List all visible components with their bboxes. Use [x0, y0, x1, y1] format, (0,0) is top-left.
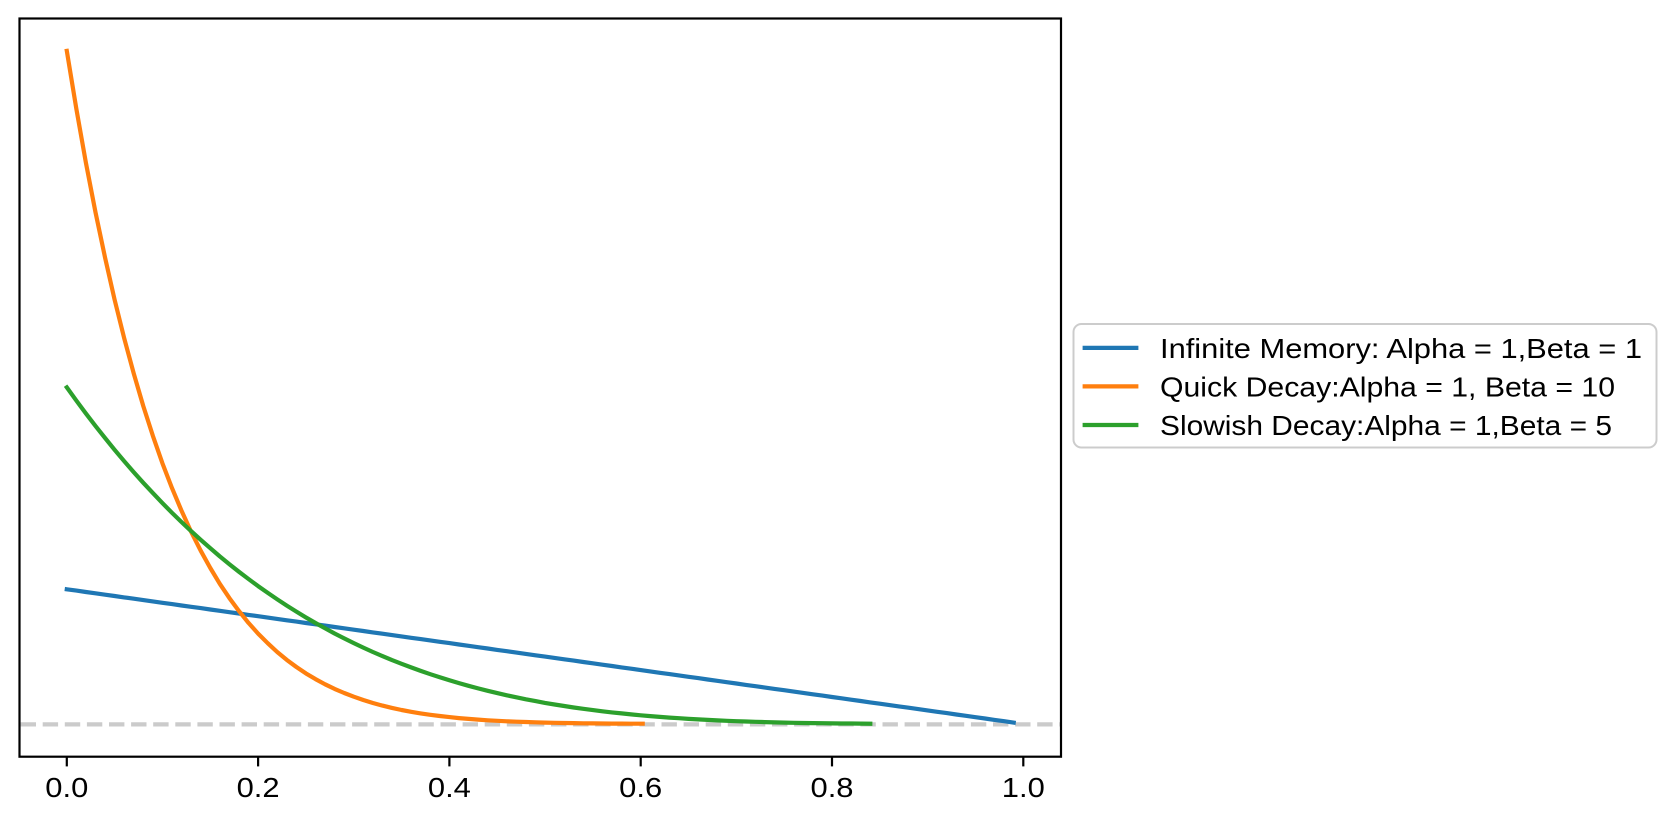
svg-text:0.2: 0.2 [237, 772, 280, 803]
svg-text:Infinite Memory: Alpha = 1,Bet: Infinite Memory: Alpha = 1,Beta = 1 [1160, 333, 1642, 364]
svg-text:Quick Decay:Alpha = 1, Beta =: Quick Decay:Alpha = 1, Beta = 10 [1160, 372, 1615, 403]
svg-text:0.8: 0.8 [811, 772, 854, 803]
svg-text:1.0: 1.0 [1002, 772, 1045, 803]
svg-text:0.0: 0.0 [45, 772, 88, 803]
svg-text:Slowish Decay:Alpha = 1,Beta =: Slowish Decay:Alpha = 1,Beta = 5 [1160, 410, 1612, 441]
svg-text:0.4: 0.4 [428, 772, 471, 803]
svg-text:0.6: 0.6 [619, 772, 662, 803]
